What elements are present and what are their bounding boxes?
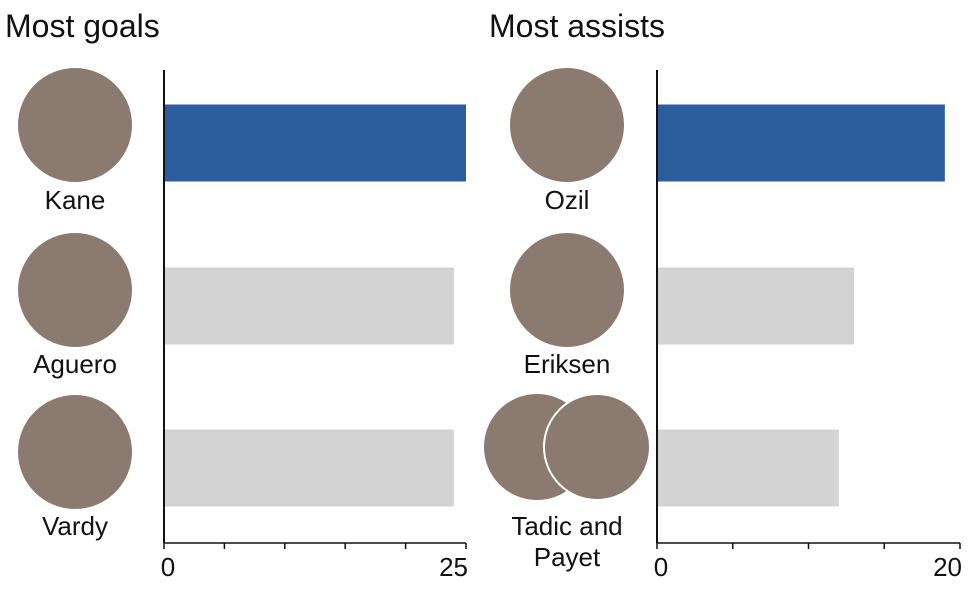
bar (164, 429, 454, 507)
chart-title: Most assists (489, 8, 666, 44)
bar (164, 267, 454, 345)
player-photos (18, 68, 651, 509)
photo (18, 395, 132, 509)
chart-title: Most goals (5, 8, 160, 44)
photo (18, 233, 132, 347)
photo (510, 233, 624, 347)
category-label: Aguero (33, 349, 117, 379)
x-tick-label: 20 (933, 552, 962, 582)
x-tick-label: 0 (161, 552, 175, 582)
bar (657, 104, 945, 182)
category-label: Vardy (42, 511, 108, 541)
photo (510, 68, 624, 182)
category-label: Ozil (544, 185, 590, 215)
category-label: Kane (44, 185, 106, 215)
bar (657, 267, 854, 345)
category-label: Eriksen (523, 349, 611, 379)
x-tick-label: 25 (439, 552, 468, 582)
category-label: Tadic and Payet (511, 511, 623, 572)
bar (657, 429, 839, 507)
x-tick-label: 0 (654, 552, 668, 582)
bar (164, 104, 466, 182)
photo (18, 68, 132, 182)
photo (543, 393, 651, 501)
